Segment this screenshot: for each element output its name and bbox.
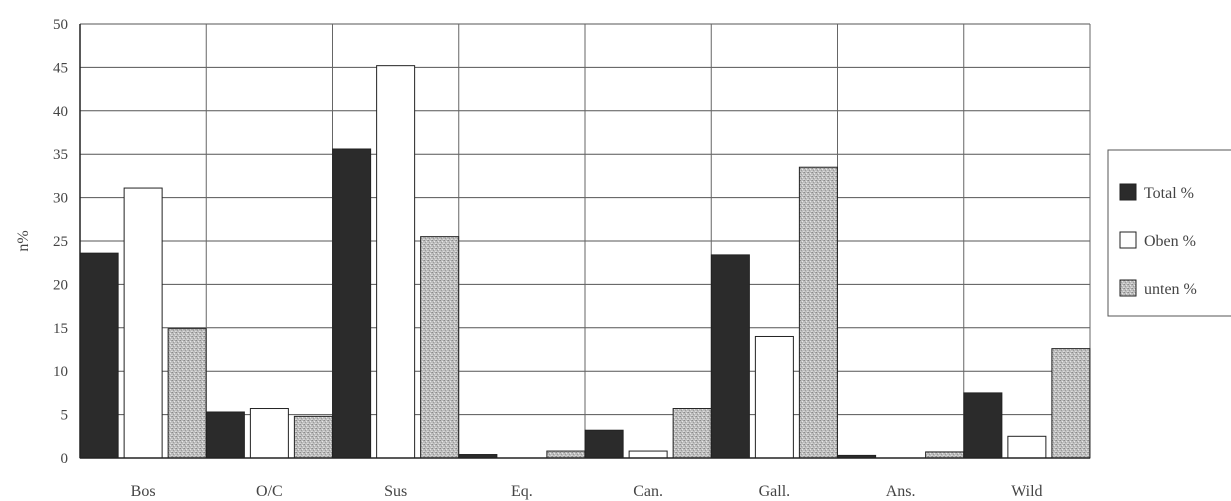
- bar-oben-0: [123, 187, 163, 459]
- x-tick-label: Gall.: [759, 483, 791, 500]
- bar-total-7: [963, 392, 1003, 459]
- bar-unten-3: [546, 450, 586, 459]
- bar-total-0: [79, 252, 119, 459]
- y-tick-label: 0: [61, 451, 69, 467]
- y-tick-label: 10: [53, 364, 68, 380]
- bar-unten-0: [167, 328, 207, 459]
- y-tick-label: 5: [61, 408, 69, 424]
- legend: Total % Oben % unten %: [1107, 149, 1231, 317]
- labels: 0 5 10 15 20 25 30 35 40 45 50 Bos O/C Sus Eq. Can. Gall…: [15, 17, 1043, 500]
- bar-unten-6: [925, 451, 965, 459]
- bar-oben-7: [1007, 435, 1047, 459]
- bar-unten-7: [1051, 348, 1091, 459]
- x-tick-label: Bos: [131, 483, 156, 500]
- legend-swatch: [1119, 231, 1137, 249]
- bar-unten-5: [798, 166, 838, 459]
- bar-unten-4: [672, 408, 712, 459]
- legend-label: Total %: [1144, 185, 1194, 202]
- x-tick-label: Can.: [633, 483, 663, 500]
- y-tick-label: 15: [53, 321, 68, 337]
- x-tick-label: Wild: [1011, 483, 1042, 500]
- bar-unten-2: [420, 236, 460, 459]
- y-axis-title: n%: [15, 230, 32, 251]
- bar-total-4: [584, 429, 624, 459]
- x-tick-label: O/C: [256, 483, 283, 500]
- legend-swatch: [1119, 279, 1137, 297]
- bar-total-5: [710, 254, 750, 459]
- axes: [79, 24, 1090, 459]
- bar-total-2: [332, 148, 372, 459]
- y-tick-label: 50: [53, 17, 68, 33]
- bar-oben-4: [628, 450, 668, 459]
- legend-swatch: [1119, 183, 1137, 201]
- y-tick-label: 40: [53, 104, 68, 120]
- legend-label: Oben %: [1144, 233, 1196, 250]
- x-tick-label: Sus: [384, 483, 407, 500]
- bar-oben-5: [754, 335, 794, 459]
- legend-label: unten %: [1144, 281, 1197, 298]
- x-tick-label: Ans.: [886, 483, 916, 500]
- y-tick-label: 25: [53, 234, 68, 250]
- x-tick-label: Eq.: [511, 483, 533, 500]
- gridlines: [79, 23, 1091, 459]
- bars: [79, 65, 1091, 459]
- y-tick-label: 35: [53, 147, 68, 163]
- bar-unten-1: [293, 415, 333, 459]
- bar-oben-2: [376, 65, 416, 459]
- y-tick-label: 45: [53, 60, 68, 76]
- y-tick-label: 20: [53, 277, 68, 293]
- bar-total-1: [205, 411, 245, 459]
- bar-oben-1: [249, 408, 289, 459]
- y-tick-label: 30: [53, 191, 68, 207]
